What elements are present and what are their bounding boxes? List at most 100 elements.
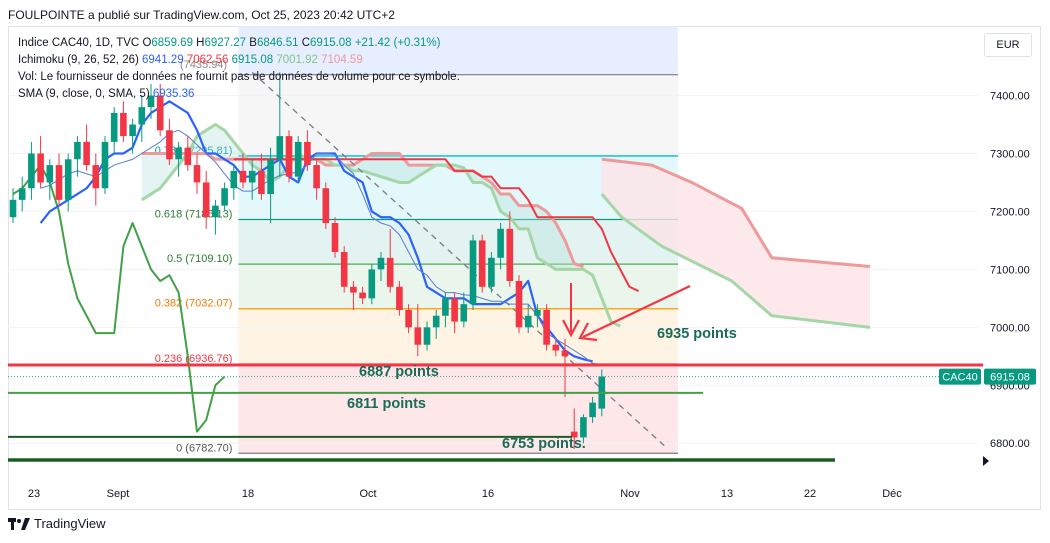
fib-level-label: 0 (6782.70) [176,442,232,454]
legend-close-label: C [301,37,311,49]
candle-body [28,153,35,189]
candle-body [478,240,486,287]
currency-button[interactable]: EUR [984,33,1032,57]
footer: TradingView [8,516,106,531]
candle-body [138,107,146,125]
candle-body [570,431,578,438]
ichimoku-senkou-b-future [601,157,871,268]
ichimoku-senkou-a [141,123,621,328]
candle-body [221,188,228,206]
candle-body [359,292,366,299]
fib-level-label: 0.382 (7032.07) [155,298,233,310]
legend-high: 6927.27 [204,37,247,49]
legend-ichimoku-v3: 6915.08 [231,54,274,66]
x-tick-label: Déc [882,488,902,500]
scroll-to-realtime-icon[interactable] [983,456,989,466]
candle-body [248,170,256,183]
price-tag-symbol: CAC40 [942,372,977,384]
candle-body [524,315,532,328]
x-tick-label: 16 [482,488,494,500]
candle-body [543,309,550,345]
candle-body [589,402,596,418]
price-tag-value-bg [984,368,1036,385]
candle-body [423,327,431,345]
ichimoku-cloud-future [601,159,870,328]
fib-zone [238,219,678,265]
legend-ichimoku-v1: 6941.29 [142,54,184,66]
annotation-6811: 6811 points [347,396,426,412]
candle-body [580,417,587,438]
candle-body [46,165,54,183]
x-tick-label: Sept [107,488,130,500]
candle-body [396,286,403,310]
annotation-6935: 6935 points [657,326,737,342]
legend-high-label: H [196,37,205,49]
candle-body [230,170,238,189]
candle-body [101,141,109,189]
y-tick-label: 7100.00 [990,264,1030,276]
candle-body [55,165,63,200]
candle-body [515,280,523,328]
candle-body [212,205,219,218]
chart-legend: Indice CAC40, 1D, TVC O6859.69 H6927.27 … [18,35,460,103]
fib-top-label: (7435.94) [180,59,227,71]
fib-zone [238,363,678,454]
candle-body [432,315,440,328]
candle-body [129,124,136,137]
annotation-6753: 6753 points. [502,436,586,452]
chart-header-title: FOULPOINTE a publié sur TradingView.com,… [8,8,395,22]
candle-body [156,95,164,131]
x-tick-label: 23 [28,488,40,500]
ichimoku-senkou-a-future [600,193,871,329]
candle-body [368,269,376,299]
arrow-diag-shaft [582,285,691,338]
candle-body [83,141,90,166]
candle-body [506,228,514,281]
price-tag-symbol-bg [939,368,981,385]
legend-ichimoku-label[interactable]: Ichimoku (9, 26, 52, 26) [18,54,139,66]
candle-body [405,309,412,328]
candle-body [64,159,72,200]
y-tick-label: 7000.00 [990,322,1030,334]
candle-body [184,147,192,166]
legend-sma-value: 6935.36 [152,88,195,100]
candle-body [386,257,394,287]
legend-ichimoku-v5: 7104.59 [321,54,363,66]
candle-body [451,298,458,322]
annotation-6887: 6887 points [359,364,439,380]
candle-body [469,240,477,305]
legend-symbol[interactable]: Indice CAC40, 1D, TVC [18,37,140,49]
legend-ichimoku-v4: 7001.92 [276,54,318,66]
legend-symbol-row: Indice CAC40, 1D, TVC O6859.69 H6927.27 … [18,35,460,52]
candle-body [460,304,468,322]
legend-sma-row: SMA (9, close, 0, SMA, 5) 6935.36 [18,86,460,103]
fib-zone [238,26,678,75]
fib-zone [238,308,678,364]
candle-body [37,153,44,183]
candle-body [166,130,173,160]
candle-body [18,188,26,200]
candle-body [239,170,247,183]
legend-volume-note: Vol: Le fournisseur de données ne fourni… [18,71,460,83]
candle-body [313,165,320,189]
candle-body [552,344,560,351]
arrow-down-head [562,319,580,338]
legend-sma-label[interactable]: SMA (9, close, 0, SMA, 5) [18,88,150,100]
candle-body [92,165,100,189]
legend-close: 6915.08 [310,37,352,49]
footer-brand[interactable]: TradingView [34,516,106,531]
legend-low: 6846.51 [256,37,299,49]
x-tick-label: Oct [359,488,376,500]
candle-body [267,159,274,195]
legend-ichimoku-row: Ichimoku (9, 26, 52, 26) 6941.29 7062.56… [18,52,460,69]
candle-body [488,257,495,287]
candle-body [74,141,81,160]
candle-body [497,228,504,258]
candle-body [377,257,385,270]
candle-body [331,223,339,252]
tradingview-logo-icon [8,517,30,530]
candle-body [414,327,422,345]
candle-body [294,141,302,177]
candle-body [285,136,293,177]
